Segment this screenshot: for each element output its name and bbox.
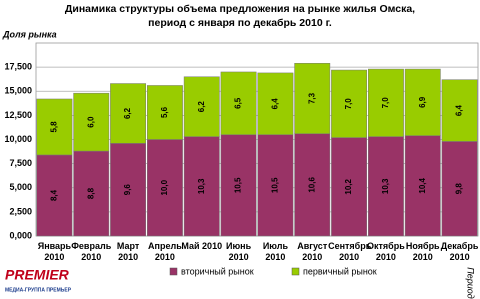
value-label: 7,0: [381, 97, 390, 109]
value-label: 7,0: [344, 98, 353, 110]
x-axis-label: Период: [466, 267, 476, 299]
bar-segment: [220, 71, 257, 135]
bar-segment: [183, 136, 220, 237]
legend-swatch: [169, 267, 178, 276]
y-tick-label: 5,000: [9, 182, 32, 192]
x-tick-label: Декабрь 2010: [440, 241, 479, 262]
bar-segment: [36, 98, 73, 156]
value-label: 7,3: [307, 92, 316, 104]
value-label: 10,0: [160, 179, 169, 195]
value-label: 10,5: [234, 177, 243, 193]
x-tick-label: Апрель 2010: [148, 241, 182, 262]
y-tick-label: 17,500: [4, 62, 32, 72]
value-label: 6,4: [271, 98, 280, 110]
value-label: 6,2: [197, 101, 206, 113]
value-label: 6,4: [455, 104, 464, 116]
value-label: 8,8: [86, 187, 95, 199]
x-tick-label: Январь 2010: [37, 241, 72, 262]
value-label: 9,6: [123, 184, 132, 196]
bar-segment: [441, 141, 478, 237]
bar-segment: [257, 134, 294, 237]
bar-segment: [110, 143, 147, 237]
x-tick-label: Сентябрь 2010: [328, 241, 372, 262]
value-label: 6,2: [123, 107, 132, 119]
bar-segment: [404, 135, 441, 237]
value-label: 6,5: [234, 97, 243, 109]
value-label: 8,4: [50, 189, 59, 201]
x-tick-label: Март 2010: [116, 241, 140, 262]
bar-segment: [294, 63, 331, 134]
bar-segment: [294, 133, 331, 237]
x-tick-label: Май 2010: [181, 241, 223, 251]
bar-segment: [331, 137, 368, 237]
bar-segment: [146, 139, 183, 237]
value-label: 10,6: [307, 177, 316, 193]
bar-segment: [36, 154, 73, 237]
logo-name: PREMIER: [5, 267, 70, 283]
value-label: 6,0: [86, 116, 95, 128]
bar-segment: [73, 92, 110, 152]
bar-segment: [404, 68, 441, 136]
legend-label: первичный рынок: [303, 266, 377, 276]
bar-segment: [367, 68, 404, 137]
value-label: 5,8: [50, 121, 59, 133]
y-tick-label: 15,000: [4, 86, 32, 96]
x-tick-label: Август 2010: [297, 241, 328, 262]
legend-swatch: [291, 267, 300, 276]
bar-segment: [146, 85, 183, 140]
value-label: 10,3: [381, 178, 390, 194]
bar-segment: [73, 150, 110, 237]
y-tick-label: 12,500: [4, 110, 32, 120]
value-label: 6,9: [418, 96, 427, 108]
y-tick-label: 0,000: [9, 230, 32, 240]
x-tick-label: Октябрь 2010: [367, 241, 405, 262]
x-tick-label: Ноябрь 2010: [405, 241, 440, 262]
value-label: 10,3: [197, 178, 206, 194]
y-tick-label: 2,500: [9, 206, 32, 216]
y-tick-label: 7,500: [9, 158, 32, 168]
y-tick-label: 10,000: [4, 134, 32, 144]
bar-segment: [441, 79, 478, 142]
y-axis-label: Доля рынка: [2, 29, 57, 39]
chart-title: период с января по декабрь 2010 г.: [148, 17, 332, 29]
bar-segment: [110, 83, 147, 144]
bar-segment: [367, 136, 404, 237]
logo-tagline: медиа-группа ПРЕМЬЕР: [5, 287, 72, 293]
value-label: 10,4: [418, 177, 427, 193]
value-label: 10,5: [271, 177, 280, 193]
x-tick-label: Июнь 2010: [226, 241, 252, 262]
bar-segment: [183, 76, 220, 137]
value-label: 10,2: [344, 178, 353, 194]
value-label: 5,6: [160, 106, 169, 118]
bar-segment: [331, 69, 368, 138]
x-tick-label: Июль 2010: [262, 241, 288, 262]
value-label: 9,8: [455, 183, 464, 195]
bar-segment: [220, 134, 257, 237]
x-tick-label: Февраль 2010: [71, 241, 112, 262]
chart-title: Динамика структуры объема предложения на…: [65, 3, 415, 15]
bar-segment: [257, 72, 294, 135]
legend-label: вторичный рынок: [181, 266, 254, 276]
